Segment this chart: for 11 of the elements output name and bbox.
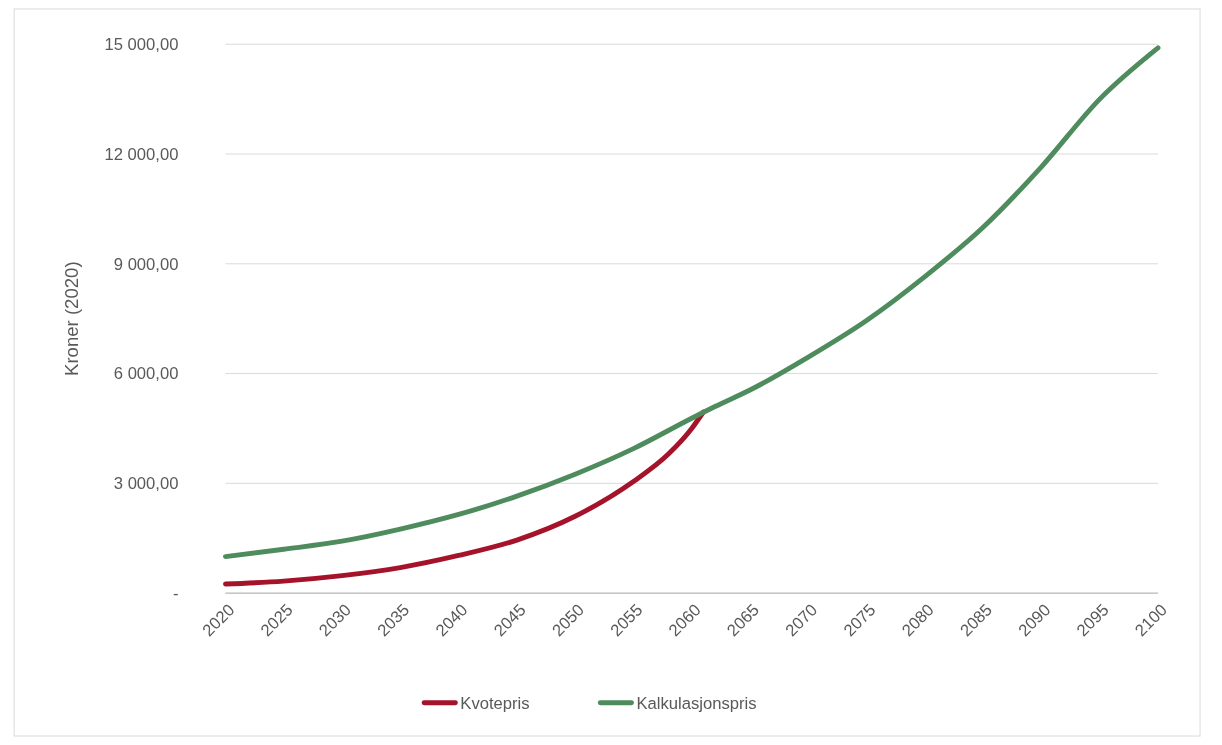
legend-label: Kalkulasjonspris [636, 693, 757, 713]
y-tick-label: 6 000,00 [113, 364, 179, 384]
y-tick-label: 3 000,00 [113, 474, 179, 494]
y-tick-label: 15 000,00 [104, 35, 179, 55]
legend-label: Kvotepris [460, 693, 530, 713]
y-tick-label: 12 000,00 [104, 144, 179, 164]
y-tick-label: 9 000,00 [113, 254, 179, 274]
line-series [223, 409, 706, 587]
y-tick-label: - [172, 583, 179, 603]
line-series [223, 45, 1161, 560]
y-axis-title: Kroner (2020) [60, 261, 82, 376]
